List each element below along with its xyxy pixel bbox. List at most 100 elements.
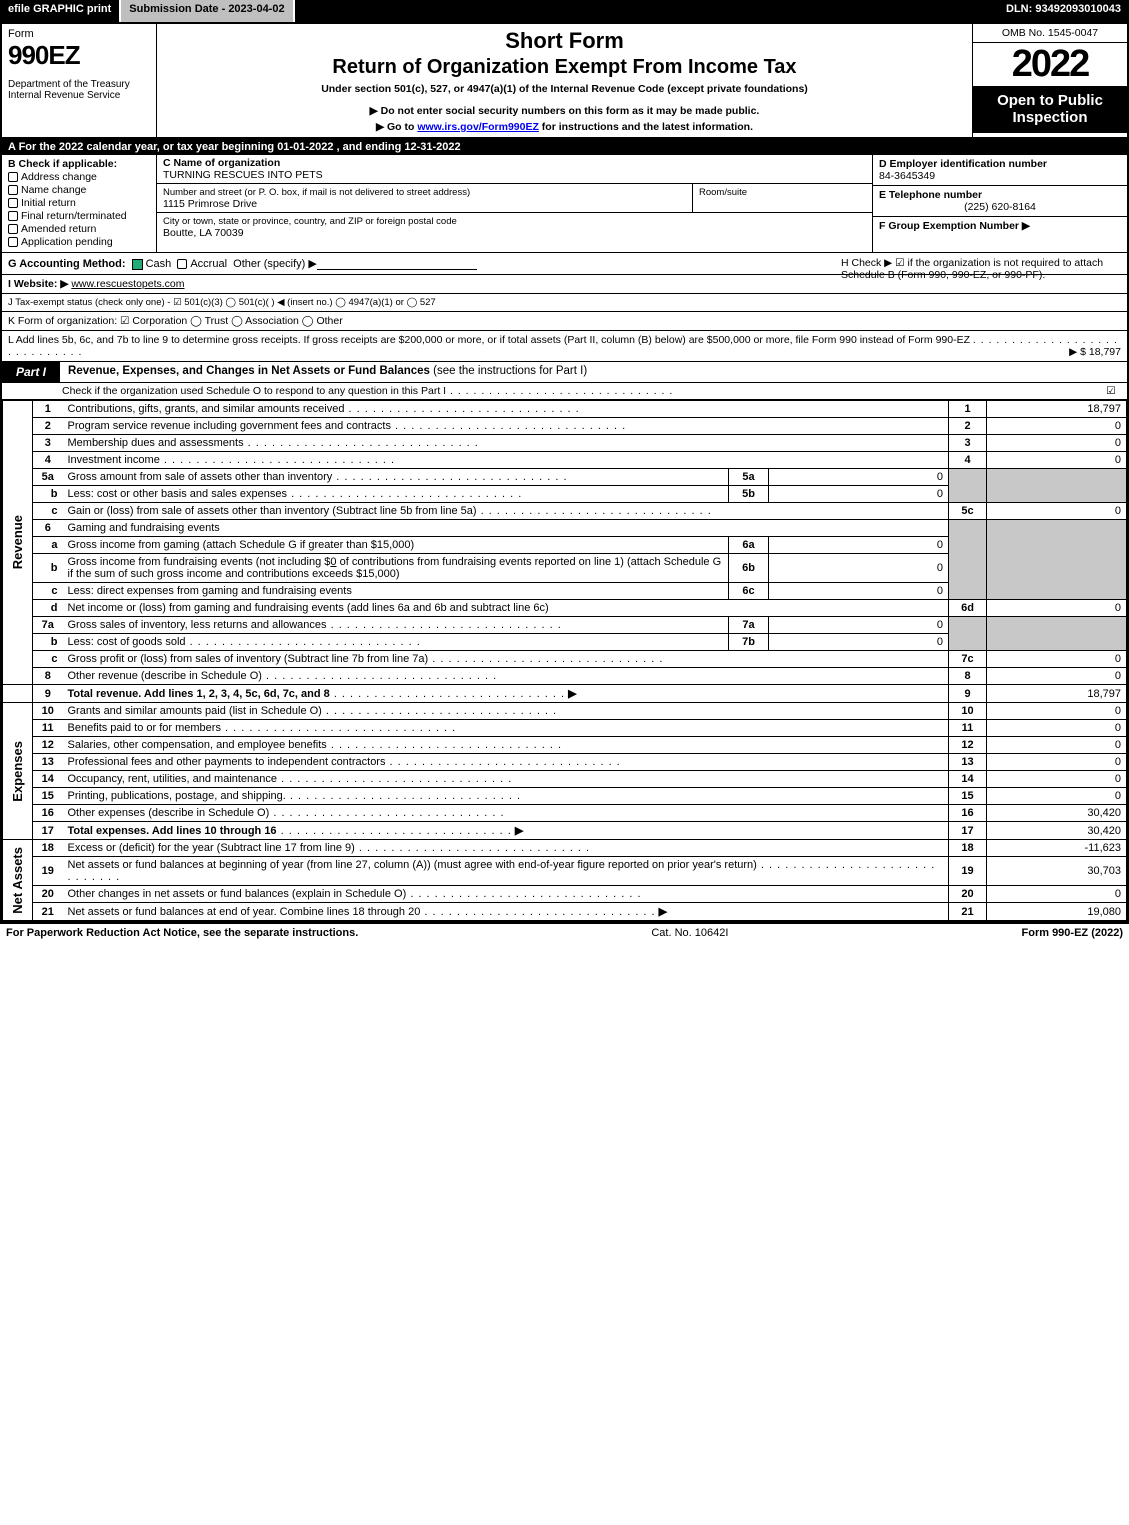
schedule-o-checkbox[interactable]: ☑: [1101, 385, 1121, 397]
ln-14: 14: [33, 771, 63, 788]
g-accrual: Accrual: [190, 258, 227, 270]
desc-11: Benefits paid to or for members: [68, 722, 221, 734]
chk-amended-return[interactable]: Amended return: [8, 223, 150, 235]
desc-15: Printing, publications, postage, and shi…: [68, 790, 286, 802]
org-street: 1115 Primrose Drive: [163, 198, 257, 210]
part-i-title-paren: (see the instructions for Part I): [430, 365, 587, 377]
ln-16: 16: [33, 805, 63, 822]
num-11: 11: [949, 720, 987, 737]
ln-7c: c: [33, 651, 63, 668]
chk-initial-return[interactable]: Initial return: [8, 197, 150, 209]
website-link[interactable]: www.rescuestopets.com: [71, 278, 184, 290]
desc-2: Program service revenue including govern…: [68, 420, 391, 432]
num-14: 14: [949, 771, 987, 788]
desc-7b: Less: cost of goods sold: [68, 636, 186, 648]
desc-10: Grants and similar amounts paid (list in…: [68, 705, 322, 717]
efile-print-label[interactable]: efile GRAPHIC print: [0, 0, 121, 22]
desc-6b-1: Gross income from fundraising events (no…: [68, 556, 331, 568]
val-20: 0: [987, 886, 1127, 903]
val-12: 0: [987, 737, 1127, 754]
desc-6a: Gross income from gaming (attach Schedul…: [63, 537, 729, 554]
section-b-c-d-e-f: B Check if applicable: Address change Na…: [2, 155, 1127, 253]
desc-1: Contributions, gifts, grants, and simila…: [68, 403, 345, 415]
expenses-side-label: Expenses: [3, 703, 33, 840]
desc-7a: Gross sales of inventory, less returns a…: [68, 619, 327, 631]
g-label: G Accounting Method:: [8, 258, 126, 270]
chk-address-change[interactable]: Address change: [8, 171, 150, 183]
dln-label: DLN: 93492093010043: [998, 0, 1129, 22]
ln-6a: a: [33, 537, 63, 554]
val-2: 0: [987, 418, 1127, 435]
val-11: 0: [987, 720, 1127, 737]
sub-6a: 6a: [729, 537, 769, 554]
val-6d: 0: [987, 600, 1127, 617]
l-amount: ▶ $ 18,797: [1069, 346, 1121, 358]
num-6d: 6d: [949, 600, 987, 617]
ln-12: 12: [33, 737, 63, 754]
room-suite-label: Room/suite: [699, 187, 747, 198]
chk-final-return[interactable]: Final return/terminated: [8, 210, 150, 222]
ln-6: 6: [33, 520, 63, 537]
val-10: 0: [987, 703, 1127, 720]
desc-17: Total expenses. Add lines 10 through 16: [68, 825, 277, 837]
c-name-label: C Name of organization: [163, 157, 280, 169]
num-16: 16: [949, 805, 987, 822]
val-3: 0: [987, 435, 1127, 452]
footer-right: Form 990-EZ (2022): [1022, 927, 1124, 939]
num-13: 13: [949, 754, 987, 771]
val-13: 0: [987, 754, 1127, 771]
goto-line: ▶ Go to www.irs.gov/Form990EZ for instru…: [165, 121, 964, 133]
desc-19: Net assets or fund balances at beginning…: [68, 859, 757, 871]
sub-5b: 5b: [729, 486, 769, 503]
sub-6c: 6c: [729, 583, 769, 600]
ln-6c: c: [33, 583, 63, 600]
desc-4: Investment income: [68, 454, 160, 466]
open-to-public-inspection: Open to Public Inspection: [973, 86, 1127, 133]
desc-5c: Gain or (loss) from sale of assets other…: [68, 505, 477, 517]
val-15: 0: [987, 788, 1127, 805]
j-tax-exempt-status: J Tax-exempt status (check only one) - ☑…: [2, 294, 1127, 312]
omb-number: OMB No. 1545-0047: [973, 24, 1127, 43]
netassets-side-label: Net Assets: [3, 840, 33, 921]
subval-7b: 0: [769, 634, 949, 651]
org-city: Boutte, LA 70039: [163, 227, 244, 239]
row-g-h: G Accounting Method: Cash Accrual Other …: [2, 253, 1127, 275]
no-ssn-notice: ▶ Do not enter social security numbers o…: [165, 105, 964, 117]
b-header: B Check if applicable:: [8, 158, 150, 170]
chk-name-change[interactable]: Name change: [8, 184, 150, 196]
c-street-label: Number and street (or P. O. box, if mail…: [163, 187, 470, 198]
desc-18: Excess or (deficit) for the year (Subtra…: [68, 842, 355, 854]
org-name: TURNING RESCUES INTO PETS: [163, 169, 323, 181]
subval-6b: 0: [769, 554, 949, 583]
num-18: 18: [949, 840, 987, 857]
num-3: 3: [949, 435, 987, 452]
subval-5a: 0: [769, 469, 949, 486]
val-1: 18,797: [987, 401, 1127, 418]
desc-5a: Gross amount from sale of assets other t…: [68, 471, 333, 483]
schedule-o-check-line: Check if the organization used Schedule …: [2, 383, 1127, 400]
val-14: 0: [987, 771, 1127, 788]
g-cash-checkbox[interactable]: [132, 259, 143, 270]
ln-17: 17: [33, 822, 63, 840]
d-ein-value: 84-3645349: [879, 170, 1121, 182]
ln-5c: c: [33, 503, 63, 520]
revenue-side-label: Revenue: [3, 401, 33, 685]
num-19: 19: [949, 857, 987, 886]
sub-5a: 5a: [729, 469, 769, 486]
ln-6d: d: [33, 600, 63, 617]
ln-8: 8: [33, 668, 63, 685]
k-form-of-organization: K Form of organization: ☑ Corporation ◯ …: [2, 312, 1127, 331]
irs-link[interactable]: www.irs.gov/Form990EZ: [417, 121, 539, 133]
desc-3: Membership dues and assessments: [68, 437, 244, 449]
num-10: 10: [949, 703, 987, 720]
footer-catalog: Cat. No. 10642I: [358, 927, 1021, 939]
line-a-tax-year: A For the 2022 calendar year, or tax yea…: [2, 139, 1127, 155]
val-5c: 0: [987, 503, 1127, 520]
chk-application-pending[interactable]: Application pending: [8, 236, 150, 248]
num-7c: 7c: [949, 651, 987, 668]
l-text: L Add lines 5b, 6c, and 7b to line 9 to …: [8, 334, 970, 346]
g-accrual-checkbox[interactable]: [177, 259, 187, 269]
desc-7c: Gross profit or (loss) from sales of inv…: [68, 653, 429, 665]
g-other: Other (specify) ▶: [233, 258, 317, 270]
part-i-title: Revenue, Expenses, and Changes in Net As…: [68, 365, 430, 377]
